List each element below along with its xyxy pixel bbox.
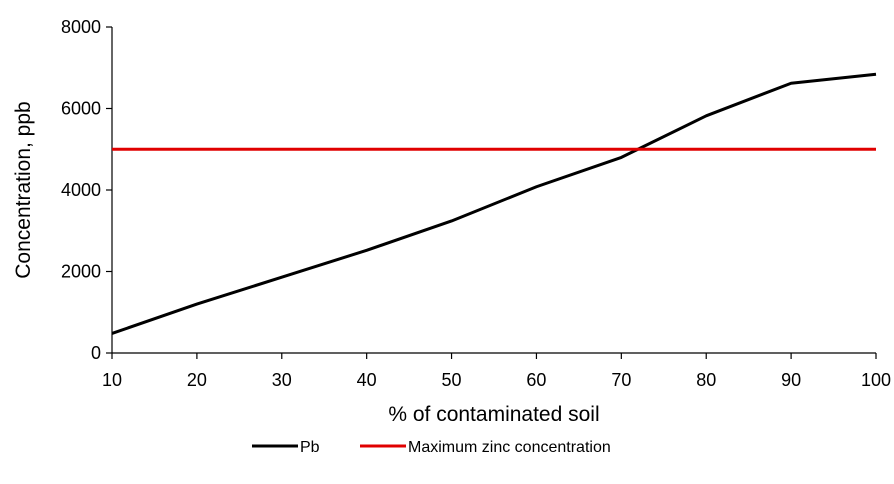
x-tick-label: 20 — [187, 370, 207, 390]
x-ticks: 10 20 30 40 50 60 70 80 90 100 — [102, 353, 891, 390]
y-ticks: 0 2000 4000 6000 8000 — [61, 17, 112, 363]
x-axis-title: % of contaminated soil — [388, 403, 599, 426]
x-tick-label: 30 — [272, 370, 292, 390]
x-tick-label: 70 — [611, 370, 631, 390]
y-tick-label: 6000 — [61, 99, 101, 119]
x-tick-label: 50 — [442, 370, 462, 390]
x-tick-label: 60 — [526, 370, 546, 390]
x-tick-label: 40 — [357, 370, 377, 390]
legend: Pb Maximum zinc concentration — [252, 439, 611, 456]
x-tick-label: 90 — [781, 370, 801, 390]
legend-label-pb: Pb — [300, 439, 320, 456]
x-tick-label: 80 — [696, 370, 716, 390]
x-tick-label: 100 — [861, 370, 891, 390]
y-tick-label: 2000 — [61, 262, 101, 282]
legend-label-max-zinc: Maximum zinc concentration — [408, 439, 611, 456]
y-tick-label: 0 — [91, 343, 101, 363]
series-layer — [111, 72, 877, 335]
x-tick-label: 10 — [102, 370, 122, 390]
axes — [111, 27, 876, 354]
y-tick-label: 8000 — [61, 17, 101, 37]
y-axis-title: Concentration, ppb — [12, 101, 35, 278]
y-tick-label: 4000 — [61, 180, 101, 200]
series-line-pb — [111, 72, 877, 335]
